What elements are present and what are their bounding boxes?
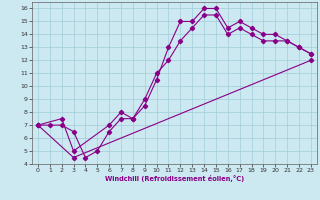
X-axis label: Windchill (Refroidissement éolien,°C): Windchill (Refroidissement éolien,°C)	[105, 175, 244, 182]
